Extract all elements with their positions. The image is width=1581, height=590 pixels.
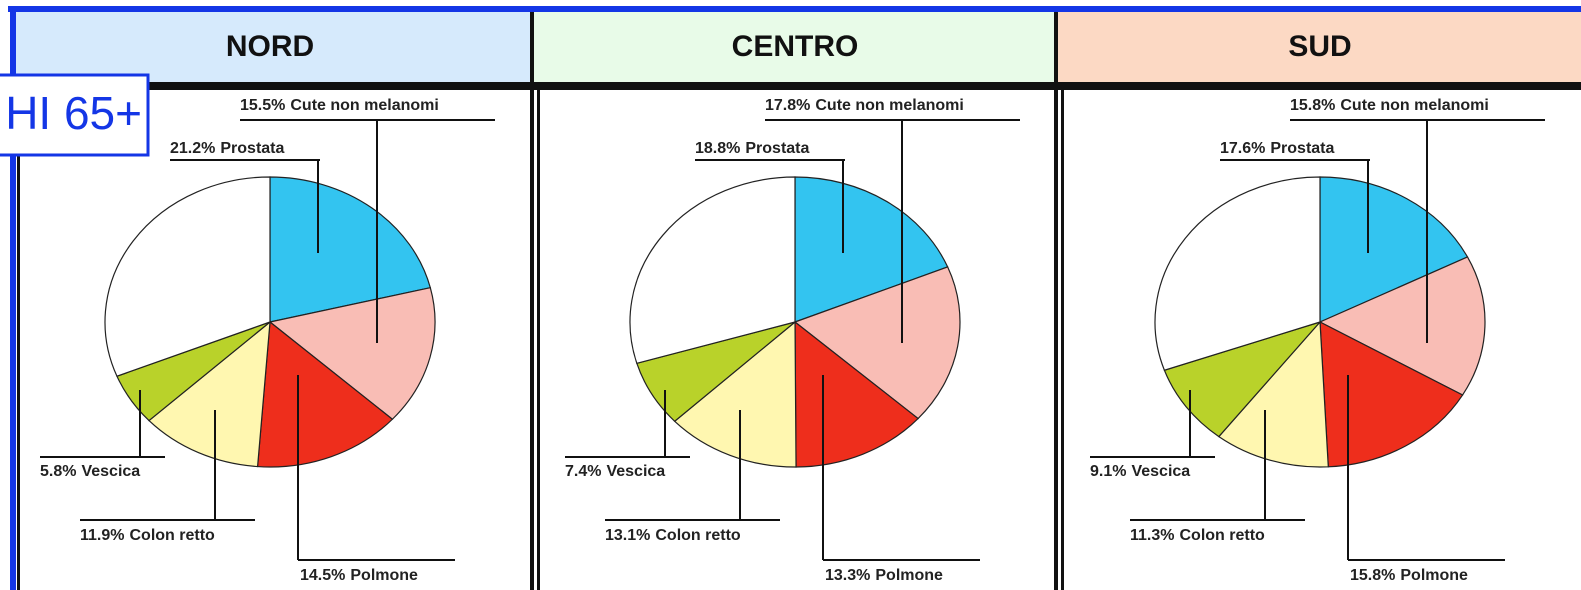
divider xyxy=(530,12,534,590)
frame-left xyxy=(10,6,16,590)
slice-label: 18.8% Prostata xyxy=(695,140,810,157)
divider xyxy=(1061,90,1064,590)
slice-label: 21.2% Prostata xyxy=(170,140,285,157)
header xyxy=(534,12,1054,82)
slice-value-label: 7.4% xyxy=(565,463,601,480)
chart-title: CENTRO xyxy=(732,30,859,63)
divider xyxy=(17,90,20,590)
slice-category: Colon retto xyxy=(1179,527,1265,544)
header-rule xyxy=(8,82,1581,90)
slice-label: 15.8% Cute non melanomi xyxy=(1290,97,1489,114)
slice-category: Vescica xyxy=(81,463,140,480)
pie-slice xyxy=(629,176,796,365)
pie-slice xyxy=(794,176,949,323)
slice-category: Cute non melanomi xyxy=(1340,97,1488,114)
slice-category: Colon retto xyxy=(655,527,741,544)
pie-slice xyxy=(104,176,271,377)
divider xyxy=(537,90,540,590)
slice-label: 5.8% Vescica xyxy=(40,463,140,480)
label-box xyxy=(0,73,150,157)
pie-slice xyxy=(1154,176,1321,371)
pie-slice xyxy=(794,320,919,468)
pie-slice xyxy=(256,320,394,468)
pie-slice xyxy=(793,266,961,420)
slice-value-label: 15.8% xyxy=(1290,97,1335,114)
slice-category: Polmone xyxy=(875,567,943,584)
pie-slice xyxy=(1217,320,1329,468)
pie-slice xyxy=(268,287,436,421)
pie-slice xyxy=(148,320,271,468)
pie-slice xyxy=(1319,176,1469,323)
slice-label: 14.5% Polmone xyxy=(300,567,418,584)
slice-label: 13.1% Colon retto xyxy=(605,527,741,544)
slice-value-label: 21.2% xyxy=(170,140,215,157)
slice-value-label: 15.5% xyxy=(240,97,285,114)
slice-category: Prostata xyxy=(1270,140,1334,157)
slice-value-label: 17.6% xyxy=(1220,140,1265,157)
frame-top xyxy=(8,6,1581,12)
slice-category: Prostata xyxy=(745,140,809,157)
slice-label: 7.4% Vescica xyxy=(565,463,665,480)
slice-label: 9.1% Vescica xyxy=(1090,463,1190,480)
slice-value-label: 9.1% xyxy=(1090,463,1126,480)
slice-value-label: 11.3% xyxy=(1130,527,1174,544)
label-box-text: HI 65+ xyxy=(5,87,142,139)
slice-value-label: 13.1% xyxy=(605,527,650,544)
slice-value-label: 11.9% xyxy=(80,527,124,544)
pie-slice xyxy=(1318,256,1486,396)
pie-slice xyxy=(673,320,797,468)
slice-label: 11.9% Colon retto xyxy=(80,527,215,544)
slice-category: Cute non melanomi xyxy=(290,97,438,114)
slice-label: 13.3% Polmone xyxy=(825,567,943,584)
header xyxy=(1058,12,1581,82)
slice-category: Polmone xyxy=(350,567,418,584)
slice-category: Colon retto xyxy=(129,527,215,544)
slice-value-label: 14.5% xyxy=(300,567,345,584)
slice-category: Vescica xyxy=(1131,463,1190,480)
pie-slice xyxy=(1163,320,1322,438)
slice-value-label: 17.8% xyxy=(765,97,810,114)
slice-label: 11.3% Colon retto xyxy=(1130,527,1265,544)
pie-slice xyxy=(1319,320,1464,468)
slice-value-label: 18.8% xyxy=(695,140,740,157)
chart-title: SUD xyxy=(1288,30,1351,63)
chart-title: NORD xyxy=(226,30,314,63)
slice-category: Vescica xyxy=(606,463,665,480)
slice-value-label: 15.8% xyxy=(1350,567,1395,584)
slice-label: 15.5% Cute non melanomi xyxy=(240,97,439,114)
slice-value-label: 13.3% xyxy=(825,567,870,584)
slice-value-label: 5.8% xyxy=(40,463,76,480)
header xyxy=(16,12,530,82)
pie-slice xyxy=(269,176,432,323)
pie-panel: CENTRO 18.8% Prostata 17.8% Cute non melanom… xyxy=(534,12,1054,584)
slice-label: 15.8% Polmone xyxy=(1350,567,1468,584)
slice-category: Prostata xyxy=(220,140,284,157)
slice-label: 17.6% Prostata xyxy=(1220,140,1335,157)
slice-category: Cute non melanomi xyxy=(815,97,963,114)
slice-label: 17.8% Cute non melanomi xyxy=(765,97,964,114)
divider xyxy=(1054,12,1058,590)
slice-category: Polmone xyxy=(1400,567,1468,584)
